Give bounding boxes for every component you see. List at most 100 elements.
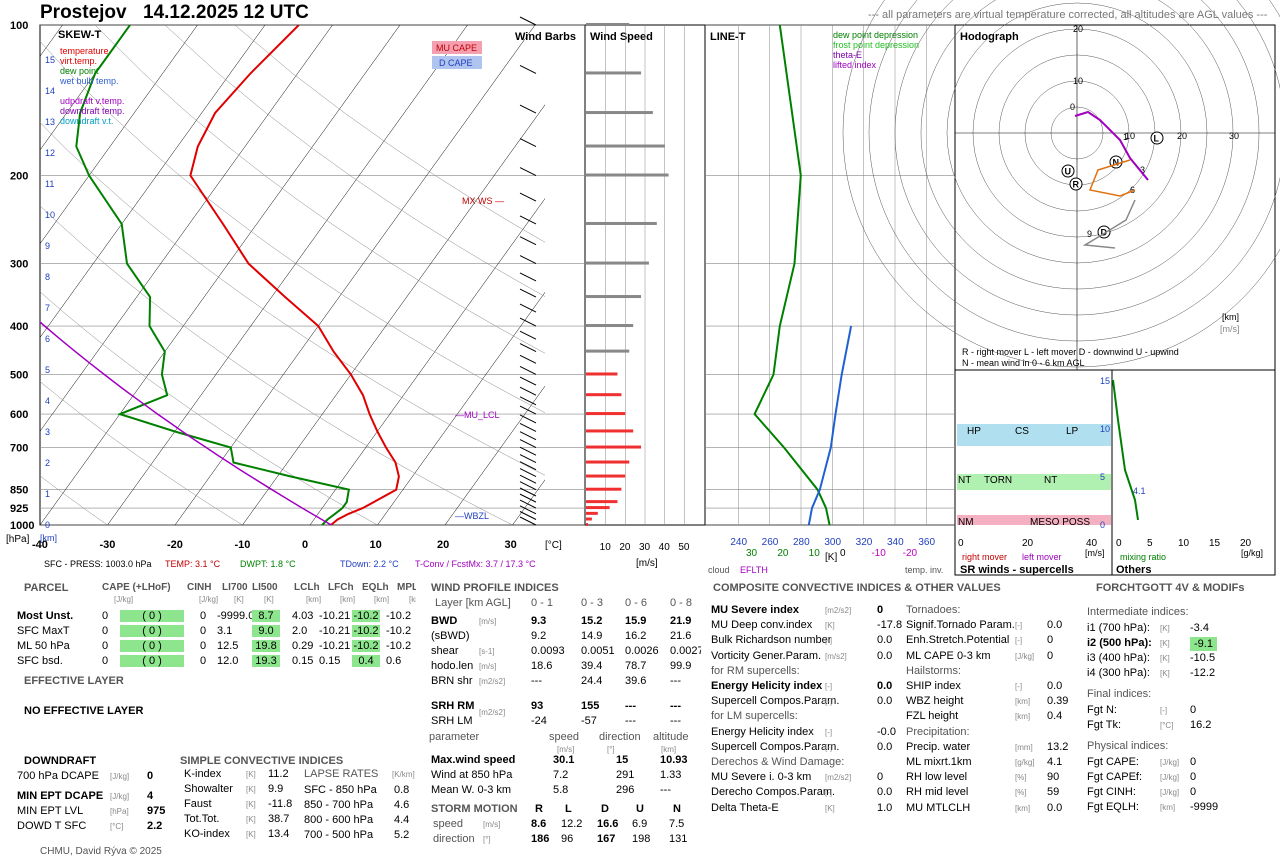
storm-value: 167 (597, 833, 616, 845)
km-tick: 6 (45, 334, 50, 344)
storm-value: 6.9 (632, 818, 648, 830)
lapse-value: 4.4 (394, 814, 410, 826)
effective-panel: EFFECTIVE LAYER NO EFFECTIVE LAYER (12, 674, 416, 744)
linet-tick-a: 320 (856, 537, 873, 548)
composite-value: 0 (877, 604, 884, 616)
hodo-storm-letter: N (1113, 158, 1120, 168)
simple-label: K-index (184, 768, 222, 780)
wind-col: 0 - 3 (581, 597, 604, 609)
composite-unit: [km] (1015, 803, 1031, 813)
wind-unit: [m2/s2] (479, 677, 506, 686)
composite-unit: [m/s2] (825, 651, 847, 661)
parcel-value: 0 (200, 640, 207, 652)
composite-heading: Precipitation: (906, 725, 970, 738)
composite-unit: [mm] (1015, 742, 1033, 752)
composite-unit: [km] (1015, 697, 1031, 707)
downdraft-unit: [J/kg] (110, 772, 130, 781)
parcel-value: 0 (200, 655, 207, 667)
efl-label: EFLTH (740, 565, 768, 575)
fgt-label: Fgt Tk: (1087, 719, 1122, 731)
storm-title: STORM MOTION (431, 803, 518, 815)
temp-tick: 30 (505, 539, 517, 551)
parcel-value: 19.3 (252, 655, 280, 667)
wind-speed-bar (586, 506, 610, 510)
sr-nt: NT (958, 475, 971, 486)
storm-col: U (636, 803, 644, 815)
storm-col: R (535, 803, 543, 815)
speed-tick: 40 (659, 542, 671, 553)
lapse-label: 800 - 600 hPa (304, 814, 374, 826)
wind-speed-bar (586, 487, 622, 491)
pressure-tick: 400 (10, 321, 28, 333)
wind-speed-bar (586, 349, 630, 353)
wind-col: 0 - 6 (625, 597, 648, 609)
parcel-title: PARCEL (24, 582, 69, 594)
param-value: 15 (616, 754, 629, 766)
hodo-ring (868, 0, 1280, 342)
pressure-tick: 600 (10, 409, 28, 421)
parcel-row-name: ML 50 hPa (17, 640, 70, 652)
parcel-unit: [km] (409, 595, 416, 604)
parcel-value: -10.2 (386, 610, 412, 622)
speed-tick: 20 (619, 542, 631, 553)
wind-speed-bar (586, 144, 665, 148)
km-unit: [km] (40, 533, 57, 543)
wind-title: WIND PROFILE INDICES (431, 582, 559, 594)
wind-value: 0.0093 (531, 645, 565, 657)
wind-speed-bar (586, 429, 634, 433)
wind-barb (519, 236, 537, 246)
wind-speed-bar (586, 324, 634, 328)
downdraft-label: MIN EPT DCAPE (17, 790, 104, 802)
km-tick: 2 (45, 458, 50, 468)
param-value: 291 (616, 769, 635, 781)
param-col: altitude (653, 731, 689, 743)
lapse-value: 4.6 (394, 799, 410, 811)
parcel-row-name: SFC bsd. (17, 655, 63, 667)
simple-value: 11.2 (268, 768, 289, 780)
wind-value: 9.3 (531, 615, 547, 627)
wind-barb (519, 505, 537, 515)
parcel-col: EQLh (362, 582, 389, 593)
srh-label: SRH LM (431, 715, 473, 727)
composite-value: -17.8 (877, 619, 903, 632)
parcel-value: 2.0 (292, 625, 308, 637)
composite-value: 0.39 (1047, 695, 1069, 708)
skewt-title: SKEW-T (58, 29, 101, 41)
wind-value: 9.2 (531, 630, 547, 642)
simple-unit: [K] (246, 830, 256, 839)
parcel-value: 0 (200, 625, 207, 637)
fgt-value: -3.4 (1190, 622, 1209, 634)
km-tick: 9 (45, 241, 50, 251)
wind-value: 16.2 (625, 630, 647, 642)
dry-adiabat (40, 291, 378, 525)
hodo-trace (1088, 159, 1136, 197)
hodo-km-label: 6 (1130, 185, 1135, 195)
parcel-value: 0 (200, 610, 207, 622)
wind-speed-bar (586, 523, 588, 526)
wind-value: --- (531, 675, 542, 687)
linet-tick-b: -10 (871, 548, 886, 559)
composite-unit: [%] (1015, 788, 1027, 798)
hodo-ring (842, 0, 1280, 368)
d-cape-label: D CAPE (439, 58, 473, 68)
dry-adiabat (164, 25, 545, 297)
fgt-unit: [K] (1160, 624, 1170, 633)
fgt-unit: [K] (1160, 654, 1170, 663)
isotherm (40, 25, 401, 525)
sr-km-tick: 10 (1100, 424, 1110, 434)
wind-value: 0.0051 (581, 645, 615, 657)
hodo-storm-letter: L (1154, 134, 1160, 144)
lapse-value: 5.2 (394, 829, 410, 841)
wind-label: BWD (431, 615, 458, 627)
simple-label: Faust (184, 798, 212, 810)
downdraft-value: 2.2 (147, 820, 163, 832)
surface-value: TDown: 2.2 °C (340, 559, 399, 569)
wind-barb (519, 343, 537, 353)
fgt-label: i3 (400 hPa): (1087, 652, 1150, 664)
downdraft-unit: [J/kg] (110, 792, 130, 801)
hodo-ring-label: 30 (1229, 131, 1239, 141)
hodo-storm-point (1061, 164, 1075, 178)
linet-tick-b: 20 (777, 548, 789, 559)
wind-col: 0 - 1 (531, 597, 554, 609)
composite-heading: Derechos & Wind Damage: (711, 756, 845, 768)
